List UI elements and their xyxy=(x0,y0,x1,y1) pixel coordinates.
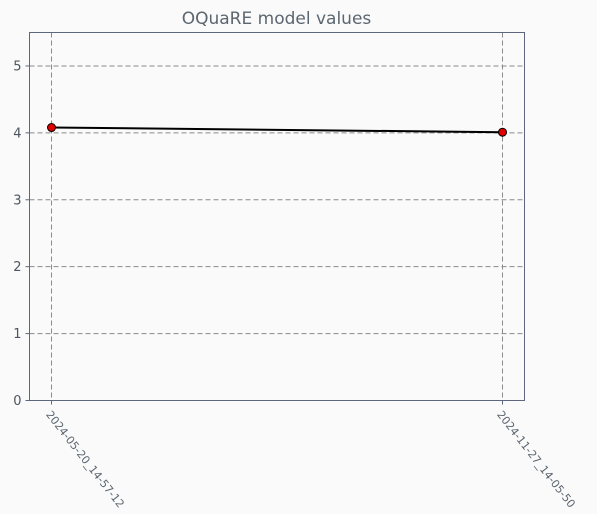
ytick-label: 1 xyxy=(13,327,21,342)
ytick-label: 4 xyxy=(13,126,21,141)
ytick-label: 5 xyxy=(13,59,21,74)
data-point xyxy=(48,124,56,132)
ytick-label: 3 xyxy=(13,193,21,208)
ytick-label: 2 xyxy=(13,260,21,275)
data-point xyxy=(499,128,507,136)
chart-title: OQuaRE model values xyxy=(182,9,372,29)
ytick-label: 0 xyxy=(13,394,21,409)
